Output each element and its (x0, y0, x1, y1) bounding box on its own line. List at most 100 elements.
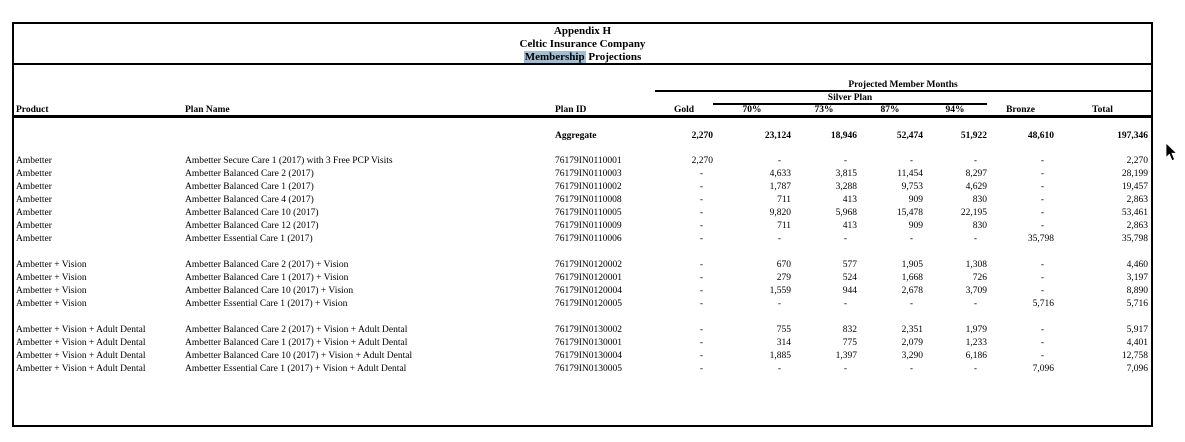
aggregate-total: 197,346 (1117, 130, 1149, 141)
table-row: Ambetter + Vision Ambetter Balanced Care … (14, 272, 1151, 285)
product-cell: Ambetter (16, 233, 52, 244)
total-cell: 35,798 (1121, 233, 1149, 244)
membership-projections-table: Projected Member Months Silver Plan Prod… (14, 65, 1152, 376)
product-cell: Ambetter + Vision + Adult Dental (16, 363, 146, 374)
silver94-cell: 4,629 (965, 181, 987, 192)
silver94-cell: 830 (972, 220, 987, 231)
appendix-table-sheet: Appendix H Celtic Insurance Company Memb… (12, 22, 1153, 427)
report-title: Membership Projections (14, 51, 1151, 64)
silver87-cell: 909 (908, 194, 923, 205)
mouse-cursor-icon (1165, 142, 1178, 162)
bronze-cell: - (1040, 194, 1044, 205)
plan-id-cell: 76179IN0110006 (555, 233, 622, 244)
column-header-plan-id: Plan ID (555, 105, 587, 115)
plan-name-cell: Ambetter Balanced Care 10 (2017) + Visio… (185, 350, 413, 361)
plan-id-cell: 76179IN0110008 (555, 194, 622, 205)
silver70-cell: - (777, 233, 781, 244)
silver-plan-header: Silver Plan (713, 91, 987, 105)
plan-id-cell: 76179IN0130004 (555, 350, 623, 361)
table-row: Ambetter Ambetter Balanced Care 10 (2017)… (14, 207, 1151, 220)
column-header-94: 94% (945, 105, 965, 115)
total-cell: 2,863 (1126, 194, 1149, 205)
silver70-cell: - (777, 298, 781, 309)
silver70-cell: 1,559 (769, 285, 791, 296)
bronze-cell: - (1040, 285, 1044, 296)
plan-id-cell: 76179IN0120001 (555, 272, 623, 283)
gold-cell: - (699, 337, 703, 348)
silver70-cell: - (777, 363, 781, 374)
table-header: Projected Member Months Silver Plan Prod… (14, 65, 1152, 117)
silver70-cell: 314 (776, 337, 791, 348)
plan-id-cell: 76179IN0110005 (555, 207, 622, 218)
silver73-cell: 577 (842, 259, 857, 270)
total-cell: 5,917 (1126, 324, 1149, 335)
plan-name-cell: Ambetter Balanced Care 1 (2017) + Vision (185, 272, 349, 283)
silver73-cell: 413 (842, 220, 857, 231)
highlighted-word: Membership (523, 51, 586, 63)
title-block: Appendix H Celtic Insurance Company Memb… (14, 24, 1151, 65)
projected-member-months-header: Projected Member Months (655, 65, 1152, 92)
silver94-cell: - (973, 155, 977, 166)
silver87-cell: 2,678 (901, 285, 923, 296)
table-row: Ambetter + Vision Ambetter Essential Care… (14, 298, 1151, 311)
group-spacer-row (14, 246, 1151, 259)
total-cell: 2,863 (1126, 220, 1149, 231)
aggregate-87: 52,474 (896, 130, 923, 141)
plan-id-cell: 76179IN0130002 (555, 324, 623, 335)
gold-cell: - (699, 220, 703, 231)
plan-name-cell: Ambetter Balanced Care 1 (2017) + Vision… (185, 337, 408, 348)
silver70-cell: 4,633 (769, 168, 791, 179)
column-header-total: Total (1092, 105, 1113, 115)
plan-id-cell: 76179IN0130005 (555, 363, 623, 374)
silver87-cell: 2,079 (901, 337, 923, 348)
plan-id-cell: 76179IN0110003 (555, 168, 622, 179)
aggregate-94: 51,922 (960, 130, 987, 141)
total-cell: 8,890 (1126, 285, 1149, 296)
silver87-cell: 9,753 (901, 181, 923, 192)
gold-cell: - (699, 233, 703, 244)
aggregate-70: 23,124 (764, 130, 791, 141)
product-cell: Ambetter (16, 194, 52, 205)
column-header-73: 73% (814, 105, 834, 115)
plan-name-cell: Ambetter Balanced Care 10 (2017) + Visio… (185, 285, 354, 296)
silver70-cell: 755 (776, 324, 791, 335)
bronze-cell: - (1040, 259, 1044, 270)
total-cell: 53,461 (1121, 207, 1149, 218)
bronze-cell: - (1040, 272, 1044, 283)
silver87-cell: 11,454 (897, 168, 923, 179)
silver87-cell: - (909, 155, 913, 166)
gold-cell: - (699, 194, 703, 205)
report-title-rest: Projections (585, 51, 642, 63)
table-row: Ambetter + Vision + Adult Dental Ambetter… (14, 350, 1151, 363)
silver87-cell: - (909, 363, 913, 374)
table-row: Ambetter Ambetter Balanced Care 4 (2017) 7… (14, 194, 1151, 207)
silver87-cell: 909 (908, 220, 923, 231)
product-cell: Ambetter + Vision (16, 259, 87, 270)
plan-name-cell: Ambetter Balanced Care 2 (2017) (185, 168, 314, 179)
silver94-cell: 8,297 (965, 168, 987, 179)
bronze-cell: - (1040, 168, 1044, 179)
aggregate-73: 18,946 (830, 130, 857, 141)
silver94-cell: 6,186 (965, 350, 987, 361)
group-spacer-row (14, 311, 1151, 324)
company-title: Celtic Insurance Company (519, 38, 646, 50)
silver94-cell: 22,195 (960, 207, 987, 218)
silver70-cell: 670 (776, 259, 791, 270)
plan-id-cell: 76179IN0120005 (555, 298, 623, 309)
silver87-cell: 2,351 (901, 324, 923, 335)
silver94-cell: 1,979 (965, 324, 987, 335)
silver87-cell: 15,478 (896, 207, 923, 218)
table-row: Ambetter Ambetter Balanced Care 1 (2017) 7… (14, 181, 1151, 194)
column-header-70: 70% (742, 105, 762, 115)
silver73-cell: - (843, 298, 847, 309)
silver73-cell: 944 (842, 285, 857, 296)
column-header-plan-name: Plan Name (185, 105, 230, 115)
silver70-cell: 1,787 (769, 181, 791, 192)
silver70-cell: 711 (777, 220, 791, 231)
table-row: Ambetter + Vision + Adult Dental Ambetter… (14, 363, 1151, 376)
plan-name-cell: Ambetter Balanced Care 1 (2017) (185, 181, 314, 192)
silver73-cell: - (843, 233, 847, 244)
plan-name-cell: Ambetter Essential Care 1 (2017) + Visio… (185, 363, 407, 374)
table-row: Ambetter Ambetter Essential Care 1 (2017)… (14, 233, 1151, 246)
plan-id-cell: 76179IN0110009 (555, 220, 622, 231)
